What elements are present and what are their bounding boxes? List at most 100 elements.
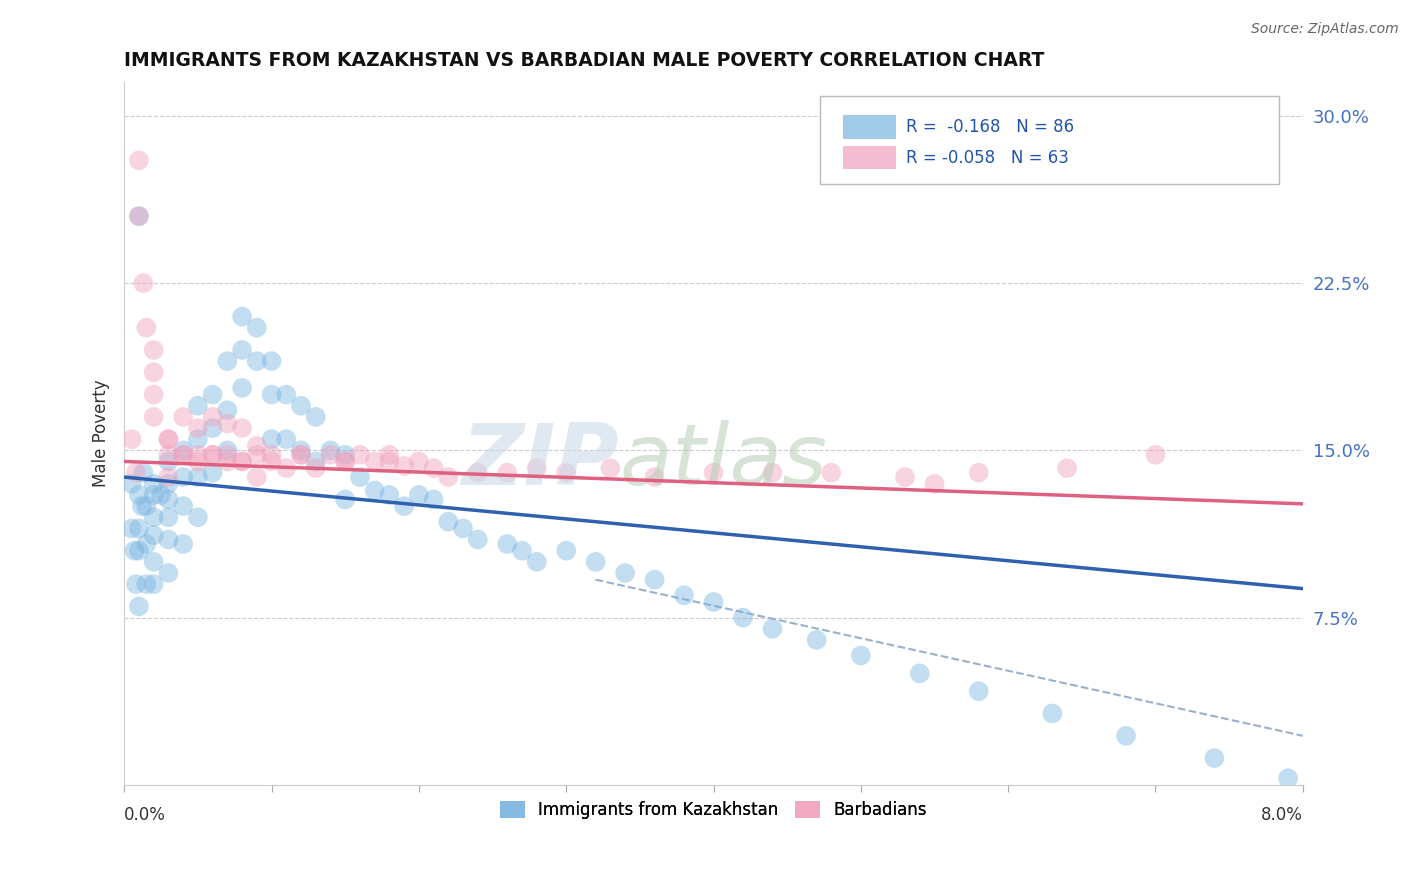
Point [157, 492, 180, 507]
Point [290, 448, 312, 462]
Point [1144, 448, 1167, 462]
Point [128, 209, 150, 223]
Point [1277, 771, 1299, 785]
Point [260, 354, 283, 368]
Point [260, 432, 283, 446]
Point [276, 387, 298, 401]
Point [142, 365, 165, 379]
Point [555, 466, 578, 480]
Point [761, 622, 783, 636]
Point [187, 432, 209, 446]
Point [231, 454, 253, 468]
Point [172, 448, 194, 462]
Point [451, 521, 474, 535]
Point [246, 354, 269, 368]
Point [201, 448, 224, 462]
Point [128, 599, 150, 614]
Point [305, 454, 328, 468]
Point [644, 573, 666, 587]
Text: ZIP: ZIP [461, 420, 619, 503]
Text: 8.0%: 8.0% [1261, 806, 1303, 824]
Point [510, 543, 533, 558]
Point [246, 320, 269, 334]
Point [131, 499, 153, 513]
Point [157, 454, 180, 468]
Point [335, 454, 357, 468]
Point [128, 543, 150, 558]
Point [908, 666, 931, 681]
Point [125, 577, 148, 591]
Point [231, 381, 253, 395]
Text: atlas: atlas [619, 420, 827, 503]
Point [408, 488, 430, 502]
Point [217, 448, 239, 462]
Point [305, 461, 328, 475]
Point [157, 533, 180, 547]
Point [201, 387, 224, 401]
Point [496, 537, 519, 551]
Point [290, 399, 312, 413]
Point [187, 470, 209, 484]
Point [217, 443, 239, 458]
Point [467, 533, 489, 547]
Point [378, 454, 401, 468]
Point [142, 528, 165, 542]
Point [526, 461, 548, 475]
Point [1040, 706, 1063, 721]
Point [260, 454, 283, 468]
Point [157, 432, 180, 446]
Point [128, 153, 150, 168]
Point [128, 521, 150, 535]
Point [132, 276, 155, 290]
Point [217, 403, 239, 417]
Point [585, 555, 607, 569]
Text: R = -0.058   N = 63: R = -0.058 N = 63 [905, 148, 1069, 167]
Point [422, 461, 444, 475]
Point [128, 209, 150, 223]
Point [157, 448, 180, 462]
Point [260, 387, 283, 401]
Point [172, 499, 194, 513]
Point [217, 454, 239, 468]
Point [702, 595, 724, 609]
Point [849, 648, 872, 663]
FancyBboxPatch shape [844, 115, 896, 138]
Point [806, 632, 828, 647]
Point [422, 492, 444, 507]
Point [319, 448, 342, 462]
Point [1204, 751, 1226, 765]
Point [496, 466, 519, 480]
Point [378, 448, 401, 462]
Point [363, 454, 385, 468]
Point [437, 470, 460, 484]
Point [437, 515, 460, 529]
Point [124, 543, 146, 558]
Point [135, 499, 157, 513]
Point [217, 354, 239, 368]
Point [132, 466, 155, 480]
Point [290, 448, 312, 462]
Point [335, 454, 357, 468]
Point [150, 488, 173, 502]
Text: R =  -0.168   N = 86: R = -0.168 N = 86 [905, 118, 1074, 136]
Point [187, 399, 209, 413]
Point [201, 409, 224, 424]
Point [894, 470, 917, 484]
Point [157, 432, 180, 446]
Point [276, 432, 298, 446]
FancyBboxPatch shape [820, 96, 1279, 185]
Text: 0.0%: 0.0% [124, 806, 166, 824]
Point [363, 483, 385, 498]
Point [231, 421, 253, 435]
Point [555, 543, 578, 558]
Point [349, 448, 371, 462]
Point [135, 577, 157, 591]
Point [142, 488, 165, 502]
Point [187, 454, 209, 468]
Point [135, 537, 157, 551]
Point [187, 421, 209, 435]
Text: IMMIGRANTS FROM KAZAKHSTAN VS BARBADIAN MALE POVERTY CORRELATION CHART: IMMIGRANTS FROM KAZAKHSTAN VS BARBADIAN … [124, 51, 1045, 70]
Point [673, 588, 696, 602]
Point [260, 448, 283, 462]
Point [614, 566, 637, 580]
